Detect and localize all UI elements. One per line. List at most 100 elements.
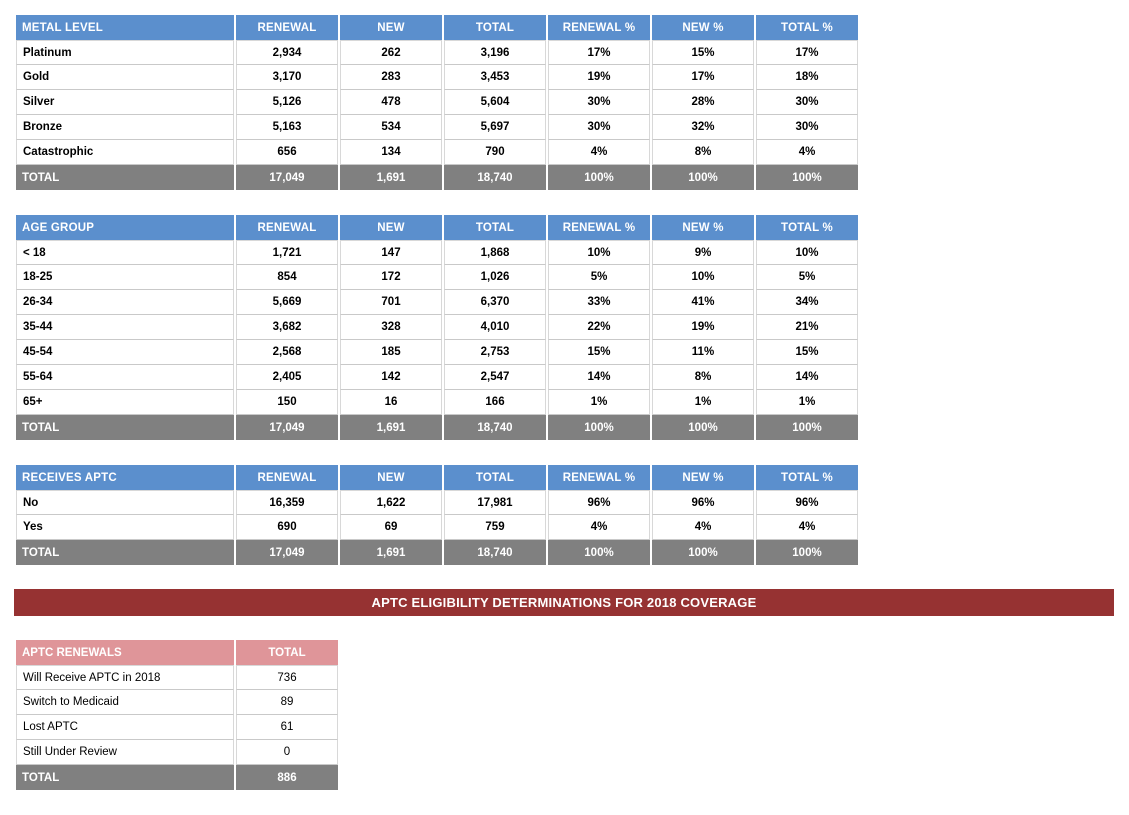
cell-new: 1,691 [340, 165, 442, 190]
column-header-aptc-renewals: APTC RENEWALS [16, 640, 234, 665]
table-row: 65+ 150 16 166 1% 1% 1% [16, 390, 858, 415]
table-metal-level: METAL LEVEL RENEWAL NEW TOTAL RENEWAL % … [14, 15, 860, 190]
cell-total: 5,604 [444, 90, 546, 115]
cell-total-pct: 5% [756, 265, 858, 290]
cell-renewal: 2,934 [236, 40, 338, 65]
cell-label: Bronze [16, 115, 234, 140]
cell-renewal: 854 [236, 265, 338, 290]
table-header-row: RECEIVES APTC RENEWAL NEW TOTAL RENEWAL … [16, 465, 858, 490]
cell-total-pct: 4% [756, 515, 858, 540]
column-header-total-pct: TOTAL % [756, 465, 858, 490]
cell-total: 166 [444, 390, 546, 415]
cell-renewal: 5,126 [236, 90, 338, 115]
cell-total-pct: 30% [756, 115, 858, 140]
cell-renewal-pct: 100% [548, 165, 650, 190]
cell-label: 18-25 [16, 265, 234, 290]
cell-new-pct: 41% [652, 290, 754, 315]
column-header-total: TOTAL [236, 640, 338, 665]
column-header-total-pct: TOTAL % [756, 15, 858, 40]
cell-renewal: 5,669 [236, 290, 338, 315]
cell-new-pct: 19% [652, 315, 754, 340]
cell-renewal-pct: 14% [548, 365, 650, 390]
table-row: Catastrophic 656 134 790 4% 8% 4% [16, 140, 858, 165]
cell-total: 6,370 [444, 290, 546, 315]
cell-total: 736 [236, 665, 338, 690]
cell-total-pct: 17% [756, 40, 858, 65]
table-row: 26-34 5,669 701 6,370 33% 41% 34% [16, 290, 858, 315]
cell-renewal-pct: 96% [548, 490, 650, 515]
cell-new-pct: 100% [652, 165, 754, 190]
cell-label: Gold [16, 65, 234, 90]
cell-total: 18,740 [444, 165, 546, 190]
column-header-renewal: RENEWAL [236, 465, 338, 490]
table-header-row: METAL LEVEL RENEWAL NEW TOTAL RENEWAL % … [16, 15, 858, 40]
spreadsheet-sheet: METAL LEVEL RENEWAL NEW TOTAL RENEWAL % … [14, 15, 1114, 790]
table-total-row: TOTAL 886 [16, 765, 338, 790]
cell-label: Will Receive APTC in 2018 [16, 665, 234, 690]
cell-new-pct: 8% [652, 365, 754, 390]
cell-renewal: 1,721 [236, 240, 338, 265]
cell-renewal: 3,682 [236, 315, 338, 340]
cell-new-pct: 1% [652, 390, 754, 415]
cell-new-pct: 100% [652, 540, 754, 565]
table-row: Gold 3,170 283 3,453 19% 17% 18% [16, 65, 858, 90]
column-header-total: TOTAL [444, 465, 546, 490]
table-row: Yes 690 69 759 4% 4% 4% [16, 515, 858, 540]
cell-new: 142 [340, 365, 442, 390]
cell-new-pct: 100% [652, 415, 754, 440]
cell-total-pct: 21% [756, 315, 858, 340]
column-header-renewal-pct: RENEWAL % [548, 215, 650, 240]
column-header-total-pct: TOTAL % [756, 215, 858, 240]
cell-renewal: 3,170 [236, 65, 338, 90]
cell-new: 134 [340, 140, 442, 165]
cell-new: 283 [340, 65, 442, 90]
cell-renewal: 656 [236, 140, 338, 165]
cell-renewal-pct: 17% [548, 40, 650, 65]
column-header-receives-aptc: RECEIVES APTC [16, 465, 234, 490]
cell-new-pct: 8% [652, 140, 754, 165]
cell-new-pct: 15% [652, 40, 754, 65]
column-header-new: NEW [340, 465, 442, 490]
cell-total: 1,868 [444, 240, 546, 265]
table-row: Platinum 2,934 262 3,196 17% 15% 17% [16, 40, 858, 65]
table-row: No 16,359 1,622 17,981 96% 96% 96% [16, 490, 858, 515]
cell-renewal-pct: 5% [548, 265, 650, 290]
cell-total-pct: 14% [756, 365, 858, 390]
table-row: < 18 1,721 147 1,868 10% 9% 10% [16, 240, 858, 265]
cell-total-pct: 100% [756, 165, 858, 190]
table-row: Lost APTC 61 [16, 715, 338, 740]
cell-label: 35-44 [16, 315, 234, 340]
cell-total-pct: 10% [756, 240, 858, 265]
cell-label: 26-34 [16, 290, 234, 315]
cell-renewal-pct: 100% [548, 540, 650, 565]
column-header-new-pct: NEW % [652, 215, 754, 240]
cell-total: 3,453 [444, 65, 546, 90]
cell-total: 4,010 [444, 315, 546, 340]
cell-total-pct: 15% [756, 340, 858, 365]
cell-label: No [16, 490, 234, 515]
cell-total: 17,981 [444, 490, 546, 515]
column-header-renewal: RENEWAL [236, 215, 338, 240]
cell-new: 478 [340, 90, 442, 115]
cell-total: 18,740 [444, 540, 546, 565]
table-header-row: APTC RENEWALS TOTAL [16, 640, 338, 665]
cell-new: 147 [340, 240, 442, 265]
cell-total: 1,026 [444, 265, 546, 290]
cell-new-pct: 10% [652, 265, 754, 290]
cell-renewal-pct: 4% [548, 140, 650, 165]
cell-renewal-pct: 15% [548, 340, 650, 365]
cell-label: TOTAL [16, 415, 234, 440]
cell-label: Platinum [16, 40, 234, 65]
section-banner-aptc-eligibility: APTC ELIGIBILITY DETERMINATIONS FOR 2018… [14, 589, 1114, 616]
cell-total: 2,753 [444, 340, 546, 365]
table-row: Still Under Review 0 [16, 740, 338, 765]
cell-renewal-pct: 30% [548, 90, 650, 115]
cell-new: 1,691 [340, 415, 442, 440]
table-row: Bronze 5,163 534 5,697 30% 32% 30% [16, 115, 858, 140]
cell-renewal-pct: 1% [548, 390, 650, 415]
column-header-age-group: AGE GROUP [16, 215, 234, 240]
cell-renewal: 16,359 [236, 490, 338, 515]
cell-total-pct: 34% [756, 290, 858, 315]
cell-new: 701 [340, 290, 442, 315]
cell-renewal: 5,163 [236, 115, 338, 140]
